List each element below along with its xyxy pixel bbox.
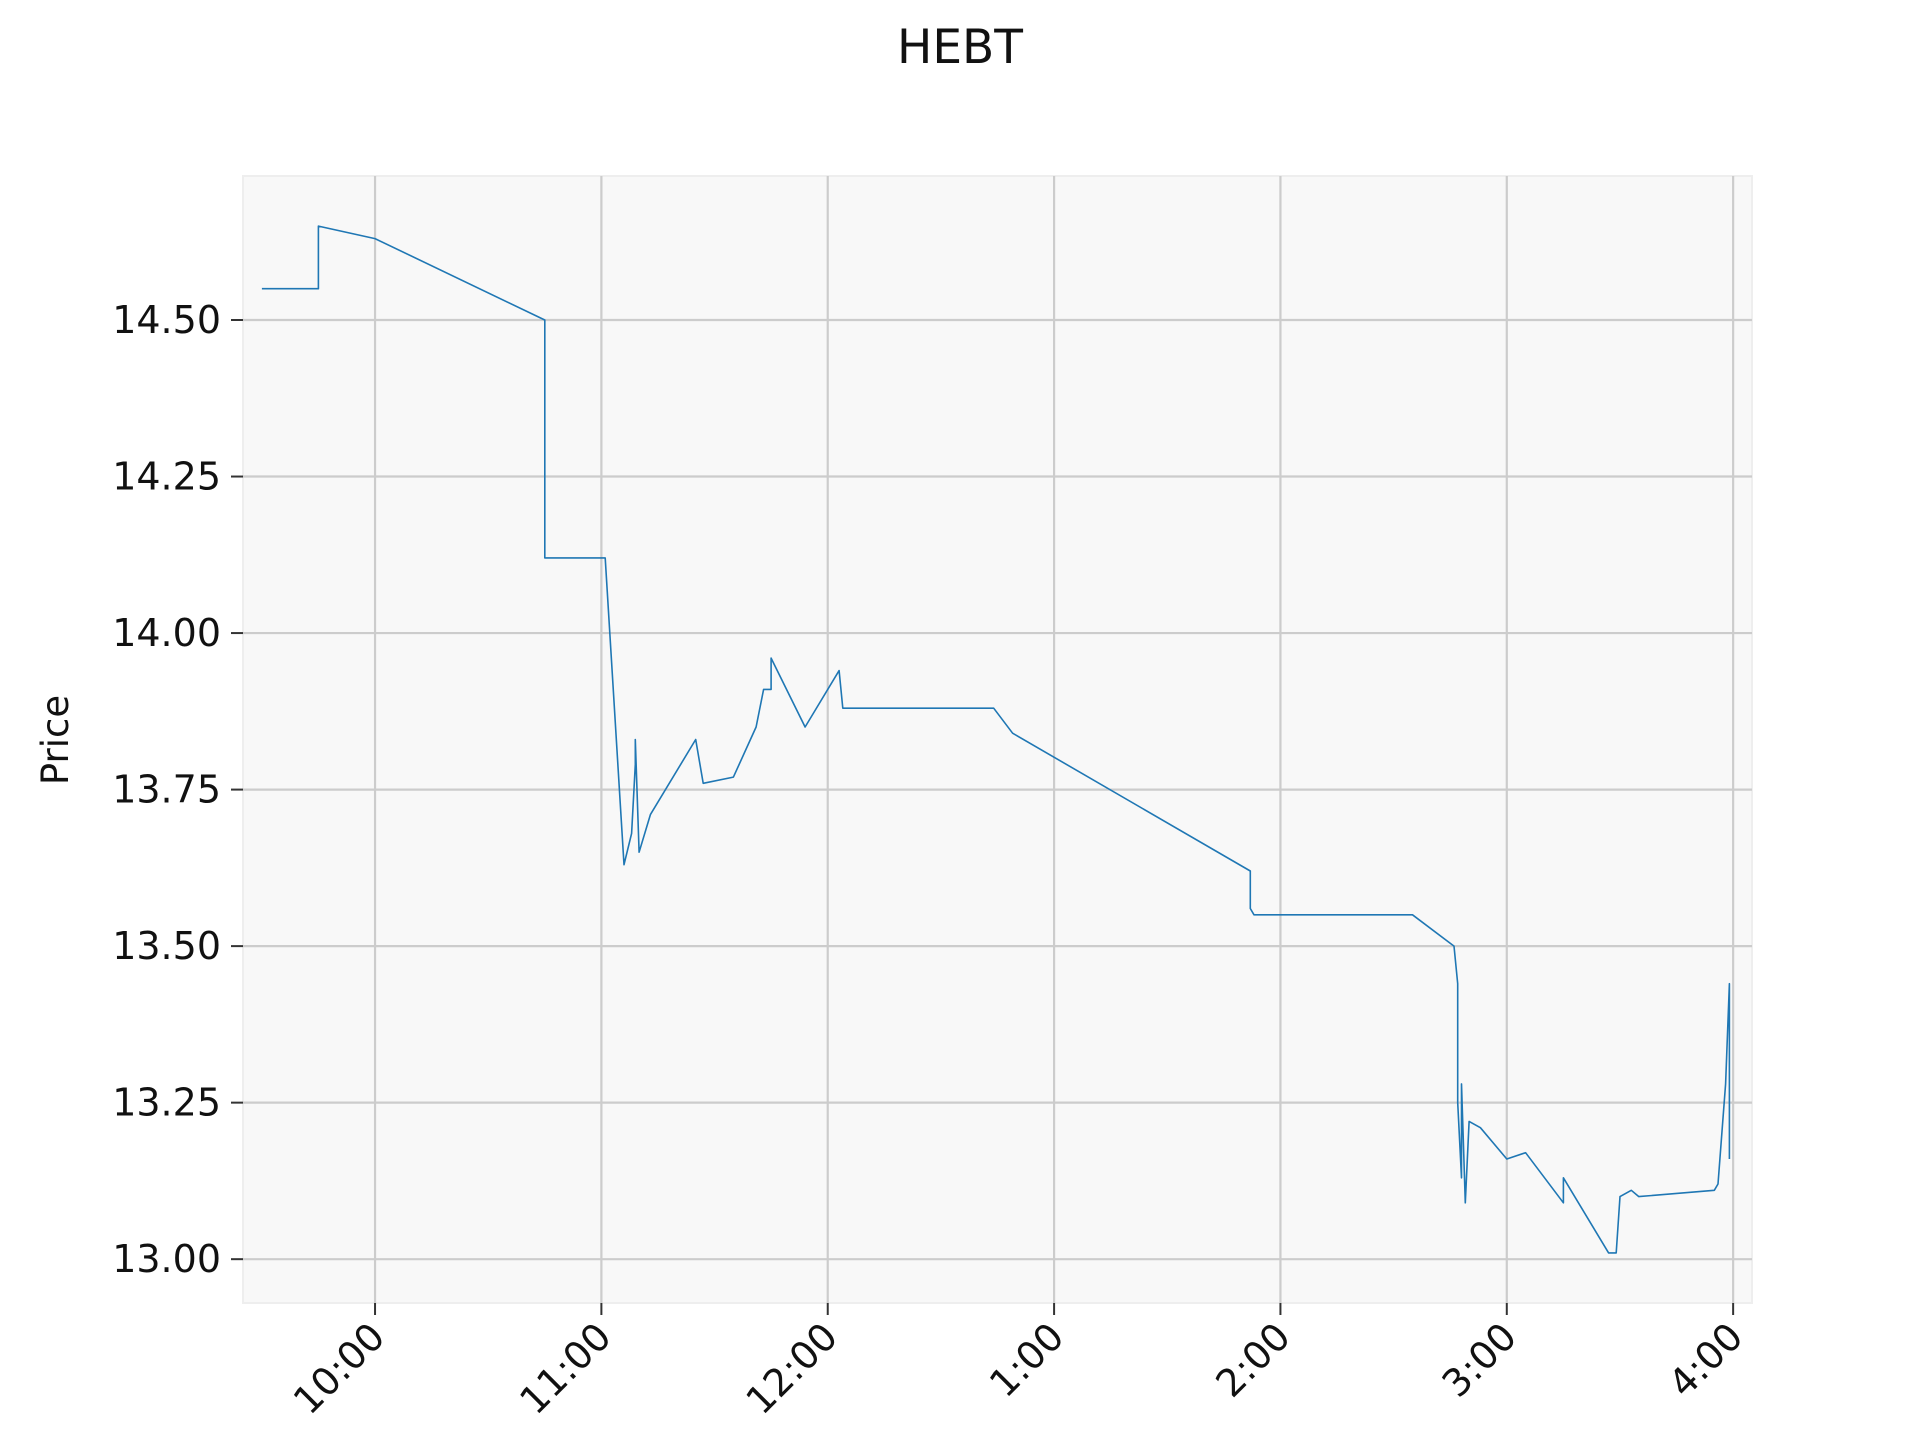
- plot-area: [242, 175, 1753, 1304]
- x-tick-label: 4:00: [1660, 1314, 1751, 1405]
- x-tick-label: 12:00: [738, 1314, 847, 1423]
- y-tick-label: 14.25: [112, 455, 221, 499]
- grid-lines: [231, 176, 1752, 1315]
- x-tick-label: 10:00: [285, 1314, 394, 1423]
- x-tick-label: 3:00: [1434, 1314, 1525, 1405]
- y-axis-label: Price: [34, 695, 77, 785]
- chart-title: HEBT: [897, 20, 1023, 75]
- x-tick-label: 1:00: [981, 1314, 1072, 1405]
- series-layer: [261, 225, 1731, 1254]
- y-tick-label: 13.50: [112, 924, 221, 968]
- y-tick-label: 13.25: [112, 1081, 221, 1125]
- x-tick-label: 2:00: [1207, 1314, 1298, 1405]
- x-tick-label: 11:00: [511, 1314, 620, 1423]
- y-tick-label: 14.00: [112, 611, 221, 655]
- y-tick-label: 13.00: [112, 1237, 221, 1281]
- y-tick-label: 14.50: [112, 298, 221, 342]
- y-tick-label: 13.75: [112, 768, 221, 812]
- price-line: [261, 225, 1731, 1254]
